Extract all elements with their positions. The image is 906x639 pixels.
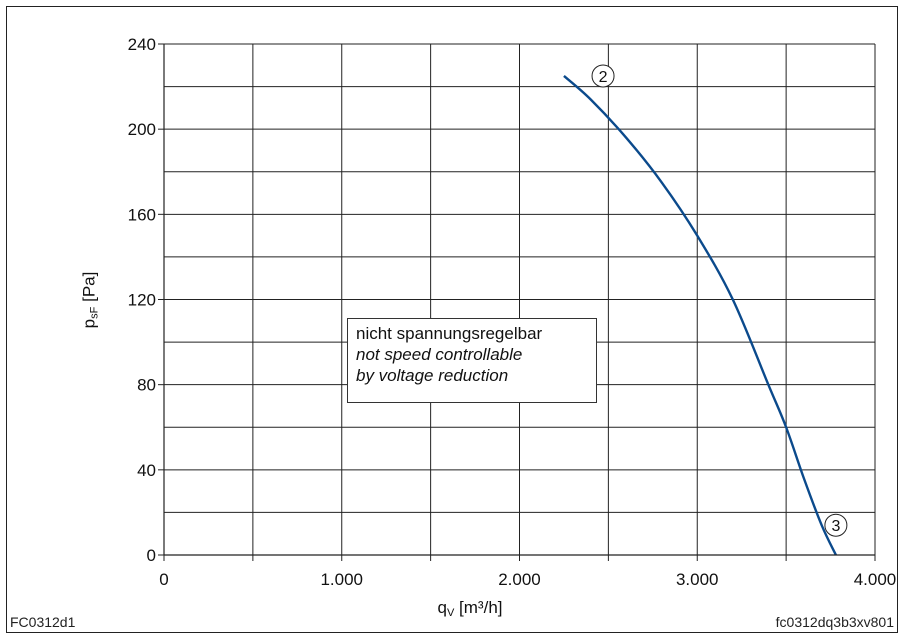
- operating-point-label: 2: [599, 69, 608, 86]
- x-tick-label: 1.000: [320, 570, 363, 589]
- y-tick-label: 200: [128, 120, 156, 139]
- y-tick-label: 160: [128, 205, 156, 224]
- y-tick-label: 80: [137, 376, 156, 395]
- x-tick-label: 2.000: [498, 570, 541, 589]
- annotation-box: nicht spannungsregelbar not speed contro…: [347, 318, 597, 403]
- x-axis-label: qV [m³/h]: [437, 598, 503, 619]
- operating-point-label: 3: [831, 518, 840, 535]
- y-tick-label: 40: [137, 461, 156, 480]
- y-tick-label: 240: [128, 35, 156, 54]
- figure-code-left: FC0312d1: [10, 614, 76, 630]
- data-series-curve: [563, 75, 837, 556]
- x-tick-label: 4.000: [854, 570, 897, 589]
- figure-code-right: fc0312dq3b3xv801: [775, 614, 894, 630]
- annotation-line-3: by voltage reduction: [356, 366, 509, 385]
- annotation-line-2: not speed controllable: [356, 345, 523, 364]
- annotation-line-1: nicht spannungsregelbar: [356, 324, 543, 343]
- x-tick-label: 3.000: [676, 570, 719, 589]
- y-tick-label: 0: [147, 546, 156, 565]
- operating-point-marker: [824, 513, 848, 537]
- y-tick-label: 120: [128, 291, 156, 310]
- operating-point-marker: [591, 64, 615, 88]
- chart-frame: [6, 6, 898, 633]
- x-tick-label: 0: [159, 570, 168, 589]
- y-axis-label: psF [Pa]: [79, 271, 101, 329]
